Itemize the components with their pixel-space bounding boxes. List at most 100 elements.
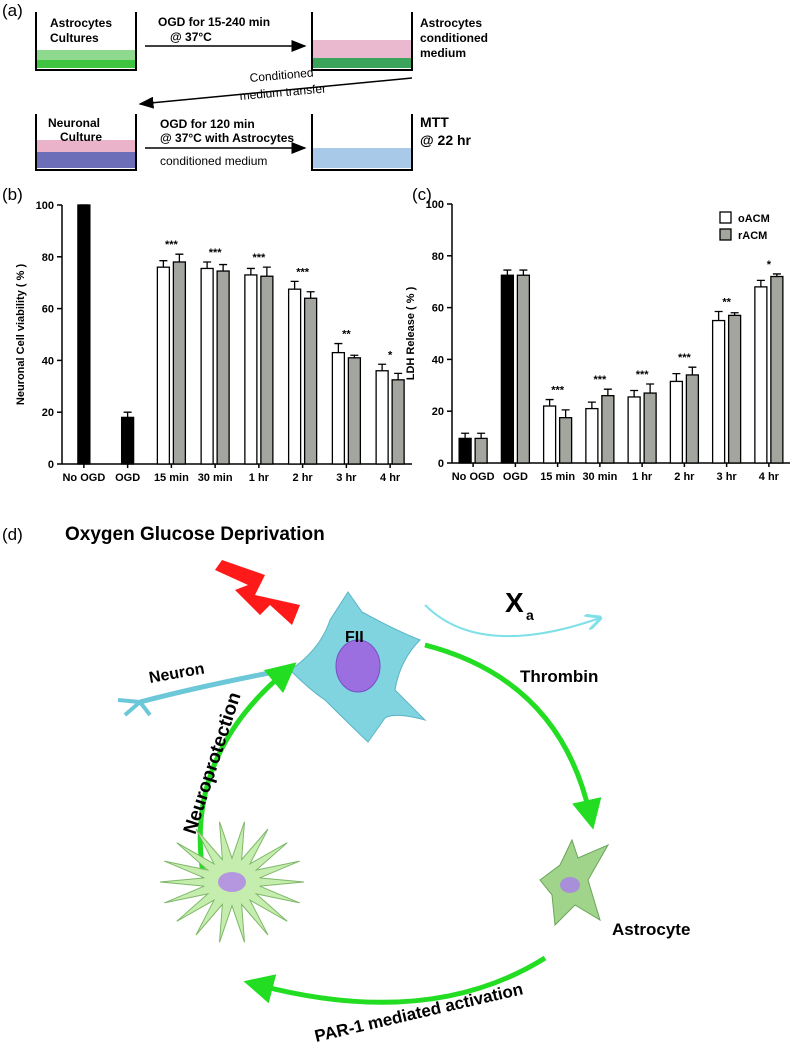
y-tick-label: 60 xyxy=(432,303,444,315)
bar xyxy=(216,270,230,465)
error-bar xyxy=(306,291,315,299)
bar xyxy=(303,297,318,465)
bar xyxy=(585,407,599,464)
par1-label: PAR-1 mediated activation xyxy=(313,979,525,1045)
error-bar xyxy=(246,267,255,275)
error-bar xyxy=(646,383,655,394)
significance: ** xyxy=(342,329,351,341)
error-bar xyxy=(587,401,596,409)
panel-label: (a) xyxy=(2,1,23,20)
dish-text: Astrocytes xyxy=(420,16,482,30)
x-tick-label: No OGD xyxy=(62,472,105,484)
nucleus xyxy=(218,872,246,892)
arrow-text: @ 37°C with Astrocytes xyxy=(160,131,294,145)
bar xyxy=(287,288,302,465)
bar xyxy=(260,275,274,465)
dish xyxy=(311,114,413,171)
legend-label: oACM xyxy=(738,213,770,225)
xa-sub: a xyxy=(526,607,534,623)
error-bar xyxy=(772,273,781,277)
bar xyxy=(391,379,405,465)
bar xyxy=(770,275,784,464)
y-tick-label: 60 xyxy=(42,304,54,316)
significance: * xyxy=(388,349,393,361)
x-tick-label: 4 hr xyxy=(380,472,401,484)
bar xyxy=(120,416,135,465)
green-arrow xyxy=(424,642,602,830)
bar xyxy=(474,437,488,464)
bar xyxy=(601,395,615,464)
error-bar xyxy=(503,269,512,276)
error-bar xyxy=(672,372,681,382)
bar xyxy=(77,204,91,465)
bar xyxy=(558,417,573,464)
legend-swatch xyxy=(719,211,732,224)
x-tick-label: 3 hr xyxy=(336,472,357,484)
panel-label: (d) xyxy=(2,525,23,544)
y-axis-label: LDH Release ( % ) xyxy=(405,286,417,380)
error-bar xyxy=(630,389,639,397)
bar xyxy=(331,351,346,465)
y-tick-label: 80 xyxy=(42,252,54,264)
bar xyxy=(500,274,515,464)
error-bar xyxy=(262,266,271,277)
bar xyxy=(516,274,531,464)
green-arrow xyxy=(243,955,547,1005)
error-bar xyxy=(175,253,184,262)
y-tick-label: 20 xyxy=(42,407,54,419)
y-tick-label: 80 xyxy=(432,251,444,263)
legend-label: rACM xyxy=(738,230,767,242)
bar xyxy=(244,274,258,465)
x-tick-label: 1 hr xyxy=(632,471,653,483)
bar xyxy=(156,266,171,465)
xa-label: X xyxy=(505,587,524,618)
y-axis-label: Neuronal Cell viability ( % ) xyxy=(15,264,27,406)
nucleus xyxy=(335,639,381,693)
significance: *** xyxy=(296,266,310,278)
significance: *** xyxy=(636,369,650,381)
x-tick-label: 4 hr xyxy=(759,471,780,483)
error-bar xyxy=(730,312,739,316)
significance: *** xyxy=(165,239,179,251)
astrocyte-label: Astrocyte xyxy=(612,920,690,939)
error-bar xyxy=(203,261,212,269)
x-tick-label: OGD xyxy=(503,471,528,483)
y-tick-label: 20 xyxy=(432,406,444,418)
error-bar xyxy=(378,363,387,371)
error-bar xyxy=(714,310,723,321)
x-tick-label: 3 hr xyxy=(717,471,738,483)
x-tick-label: 2 hr xyxy=(674,471,695,483)
nucleus xyxy=(560,877,580,893)
significance: *** xyxy=(551,385,565,397)
dish-text: Astrocytes xyxy=(50,16,112,30)
significance: *** xyxy=(678,352,692,364)
x-tick-label: No OGD xyxy=(452,471,495,483)
bar xyxy=(200,267,214,465)
bar xyxy=(669,380,684,464)
bar xyxy=(711,319,726,464)
error-bar xyxy=(461,432,470,439)
bar xyxy=(542,405,557,464)
significance: ** xyxy=(722,296,731,308)
x-tick-label: 30 min xyxy=(198,472,233,484)
significance: *** xyxy=(593,374,607,386)
x-tick-label: 15 min xyxy=(540,471,575,483)
arrow-text: @ 37°C xyxy=(170,30,212,44)
fii-label: FII xyxy=(345,629,364,646)
legend-swatch xyxy=(719,228,732,241)
error-bar xyxy=(519,269,528,276)
dish-text: Neuronal xyxy=(48,116,100,130)
x-tick-label: OGD xyxy=(115,472,140,484)
y-tick-label: 0 xyxy=(438,458,444,470)
panel-label: (c) xyxy=(412,185,432,204)
dish-text: medium xyxy=(420,46,466,60)
x-tick-label: 15 min xyxy=(154,472,189,484)
y-tick-label: 40 xyxy=(432,354,444,366)
error-bar xyxy=(159,260,168,268)
bar xyxy=(754,286,768,464)
dish-text: conditioned xyxy=(420,31,488,45)
dish-text: MTT xyxy=(420,114,449,130)
dendrite xyxy=(117,698,152,717)
arrow-text: conditioned medium xyxy=(160,154,267,168)
